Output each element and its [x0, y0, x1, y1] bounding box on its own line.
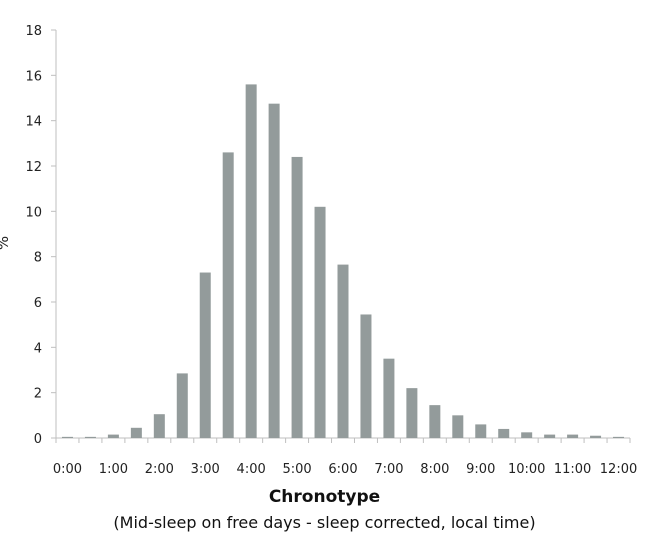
bar — [222, 152, 234, 438]
bar — [268, 103, 280, 439]
x-tick-label: 5:00 — [282, 462, 311, 477]
y-tick-label: 2 — [34, 387, 42, 402]
bar — [429, 405, 441, 438]
bar — [199, 272, 211, 438]
bar — [337, 264, 349, 438]
y-axis: 0 2 4 6 8 10 12 14 16 18 — [25, 24, 57, 447]
bar — [314, 206, 326, 438]
x-tick-label: 3:00 — [191, 462, 220, 477]
x-tick-label: 0:00 — [53, 462, 82, 477]
bar — [176, 373, 188, 438]
bar — [153, 414, 165, 438]
bar — [567, 434, 579, 438]
y-tick-label: 12 — [25, 160, 42, 175]
y-tick-label: 10 — [25, 205, 42, 220]
bar — [130, 427, 142, 438]
y-tick-label: 18 — [25, 24, 42, 39]
x-tick-label: 8:00 — [420, 462, 449, 477]
bar — [498, 428, 510, 438]
bar — [475, 424, 487, 438]
bar — [590, 435, 602, 438]
y-tick-label: 8 — [34, 251, 42, 266]
y-tick-label: 6 — [34, 296, 42, 311]
y-tick-label: 4 — [34, 341, 42, 356]
bar — [291, 156, 303, 438]
y-tick-label: 0 — [34, 432, 42, 447]
bar — [406, 388, 418, 438]
y-tick-label: 14 — [25, 115, 42, 130]
x-tick-label: 4:00 — [237, 462, 266, 477]
bars — [61, 84, 625, 439]
x-tick-label: 6:00 — [328, 462, 357, 477]
bar — [452, 415, 464, 438]
x-axis-subtitle: (Mid-sleep on free days - sleep correcte… — [113, 513, 536, 532]
x-tick-label: 2:00 — [145, 462, 174, 477]
bar — [360, 314, 372, 438]
bar — [521, 432, 533, 438]
bar — [61, 436, 73, 438]
bar — [544, 434, 556, 438]
x-tick-label: 11:00 — [554, 462, 591, 477]
bar — [613, 436, 625, 438]
x-axis: 0:00 1:00 2:00 3:00 4:00 5:00 6:00 7:00 8:00 9:00… — [53, 437, 637, 477]
x-tick-label: 10:00 — [508, 462, 545, 477]
bar — [107, 434, 119, 438]
x-tick-label: 12:00 — [600, 462, 637, 477]
x-tick-label: 1:00 — [99, 462, 128, 477]
x-tick-label: 9:00 — [466, 462, 495, 477]
bar — [383, 358, 395, 438]
x-axis-title: Chronotype — [268, 487, 381, 507]
y-tick-label: 16 — [25, 69, 42, 84]
y-axis-label: % — [0, 236, 12, 250]
x-tick-label: 7:00 — [374, 462, 403, 477]
bar — [245, 84, 257, 439]
bar — [84, 436, 96, 438]
